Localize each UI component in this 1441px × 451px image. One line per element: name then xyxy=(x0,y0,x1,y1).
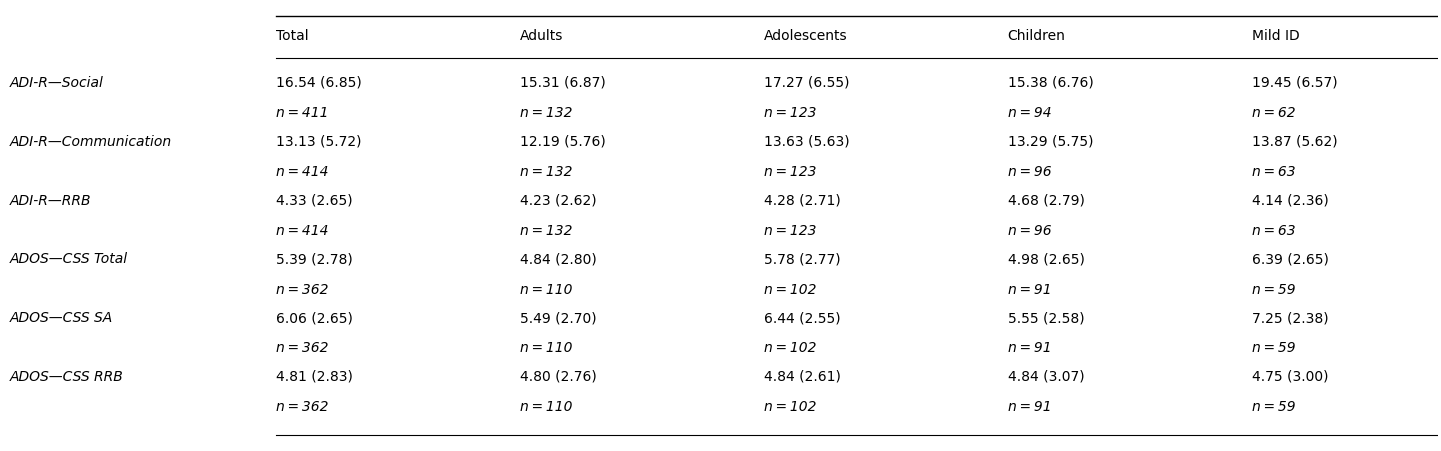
Text: n = 123: n = 123 xyxy=(764,106,816,120)
Text: n = 132: n = 132 xyxy=(520,165,572,179)
Text: Total: Total xyxy=(275,29,308,43)
Text: n = 123: n = 123 xyxy=(764,165,816,179)
Text: 4.98 (2.65): 4.98 (2.65) xyxy=(1007,253,1085,267)
Text: 4.14 (2.36): 4.14 (2.36) xyxy=(1252,193,1329,207)
Text: 5.78 (2.77): 5.78 (2.77) xyxy=(764,253,840,267)
Text: 15.38 (6.76): 15.38 (6.76) xyxy=(1007,76,1094,90)
Text: 4.23 (2.62): 4.23 (2.62) xyxy=(520,193,597,207)
Text: 4.84 (2.61): 4.84 (2.61) xyxy=(764,370,840,384)
Text: n = 102: n = 102 xyxy=(764,283,816,297)
Text: 15.31 (6.87): 15.31 (6.87) xyxy=(520,76,605,90)
Text: n = 110: n = 110 xyxy=(520,400,572,414)
Text: n = 123: n = 123 xyxy=(764,224,816,238)
Text: n = 91: n = 91 xyxy=(1007,341,1052,355)
Text: n = 110: n = 110 xyxy=(520,341,572,355)
Text: 13.29 (5.75): 13.29 (5.75) xyxy=(1007,135,1094,149)
Text: ADOS—CSS Total: ADOS—CSS Total xyxy=(10,253,128,267)
Text: 12.19 (5.76): 12.19 (5.76) xyxy=(520,135,605,149)
Text: Adolescents: Adolescents xyxy=(764,29,847,43)
Text: 6.06 (2.65): 6.06 (2.65) xyxy=(275,311,353,325)
Text: n = 102: n = 102 xyxy=(764,400,816,414)
Text: 4.68 (2.79): 4.68 (2.79) xyxy=(1007,193,1085,207)
Text: n = 102: n = 102 xyxy=(764,341,816,355)
Text: 4.80 (2.76): 4.80 (2.76) xyxy=(520,370,597,384)
Text: 13.63 (5.63): 13.63 (5.63) xyxy=(764,135,849,149)
Text: 6.44 (2.55): 6.44 (2.55) xyxy=(764,311,840,325)
Text: n = 62: n = 62 xyxy=(1252,106,1295,120)
Text: Children: Children xyxy=(1007,29,1065,43)
Text: n = 91: n = 91 xyxy=(1007,283,1052,297)
Text: n = 414: n = 414 xyxy=(275,224,329,238)
Text: n = 96: n = 96 xyxy=(1007,224,1052,238)
Text: 4.84 (3.07): 4.84 (3.07) xyxy=(1007,370,1084,384)
Text: ADOS—CSS SA: ADOS—CSS SA xyxy=(10,311,114,325)
Text: 5.49 (2.70): 5.49 (2.70) xyxy=(520,311,597,325)
Text: n = 362: n = 362 xyxy=(275,341,329,355)
Text: Mild ID: Mild ID xyxy=(1252,29,1300,43)
Text: 6.39 (2.65): 6.39 (2.65) xyxy=(1252,253,1329,267)
Text: 4.75 (3.00): 4.75 (3.00) xyxy=(1252,370,1329,384)
Text: n = 110: n = 110 xyxy=(520,283,572,297)
Text: n = 411: n = 411 xyxy=(275,106,329,120)
Text: 19.45 (6.57): 19.45 (6.57) xyxy=(1252,76,1337,90)
Text: n = 132: n = 132 xyxy=(520,224,572,238)
Text: n = 362: n = 362 xyxy=(275,283,329,297)
Text: ADOS—CSS RRB: ADOS—CSS RRB xyxy=(10,370,124,384)
Text: 4.33 (2.65): 4.33 (2.65) xyxy=(275,193,352,207)
Text: ADI-R—Social: ADI-R—Social xyxy=(10,76,104,90)
Text: n = 362: n = 362 xyxy=(275,400,329,414)
Text: n = 59: n = 59 xyxy=(1252,283,1295,297)
Text: ADI-R—RRB: ADI-R—RRB xyxy=(10,193,91,207)
Text: 5.55 (2.58): 5.55 (2.58) xyxy=(1007,311,1084,325)
Text: 16.54 (6.85): 16.54 (6.85) xyxy=(275,76,362,90)
Text: ADI-R—Communication: ADI-R—Communication xyxy=(10,135,171,149)
Text: 4.84 (2.80): 4.84 (2.80) xyxy=(520,253,597,267)
Text: 4.28 (2.71): 4.28 (2.71) xyxy=(764,193,840,207)
Text: n = 132: n = 132 xyxy=(520,106,572,120)
Text: 13.13 (5.72): 13.13 (5.72) xyxy=(275,135,362,149)
Text: n = 96: n = 96 xyxy=(1007,165,1052,179)
Text: n = 59: n = 59 xyxy=(1252,341,1295,355)
Text: 4.81 (2.83): 4.81 (2.83) xyxy=(275,370,353,384)
Text: n = 414: n = 414 xyxy=(275,165,329,179)
Text: Adults: Adults xyxy=(520,29,563,43)
Text: n = 63: n = 63 xyxy=(1252,165,1295,179)
Text: 17.27 (6.55): 17.27 (6.55) xyxy=(764,76,849,90)
Text: n = 59: n = 59 xyxy=(1252,400,1295,414)
Text: n = 63: n = 63 xyxy=(1252,224,1295,238)
Text: n = 91: n = 91 xyxy=(1007,400,1052,414)
Text: 13.87 (5.62): 13.87 (5.62) xyxy=(1252,135,1337,149)
Text: n = 94: n = 94 xyxy=(1007,106,1052,120)
Text: 7.25 (2.38): 7.25 (2.38) xyxy=(1252,311,1329,325)
Text: 5.39 (2.78): 5.39 (2.78) xyxy=(275,253,352,267)
